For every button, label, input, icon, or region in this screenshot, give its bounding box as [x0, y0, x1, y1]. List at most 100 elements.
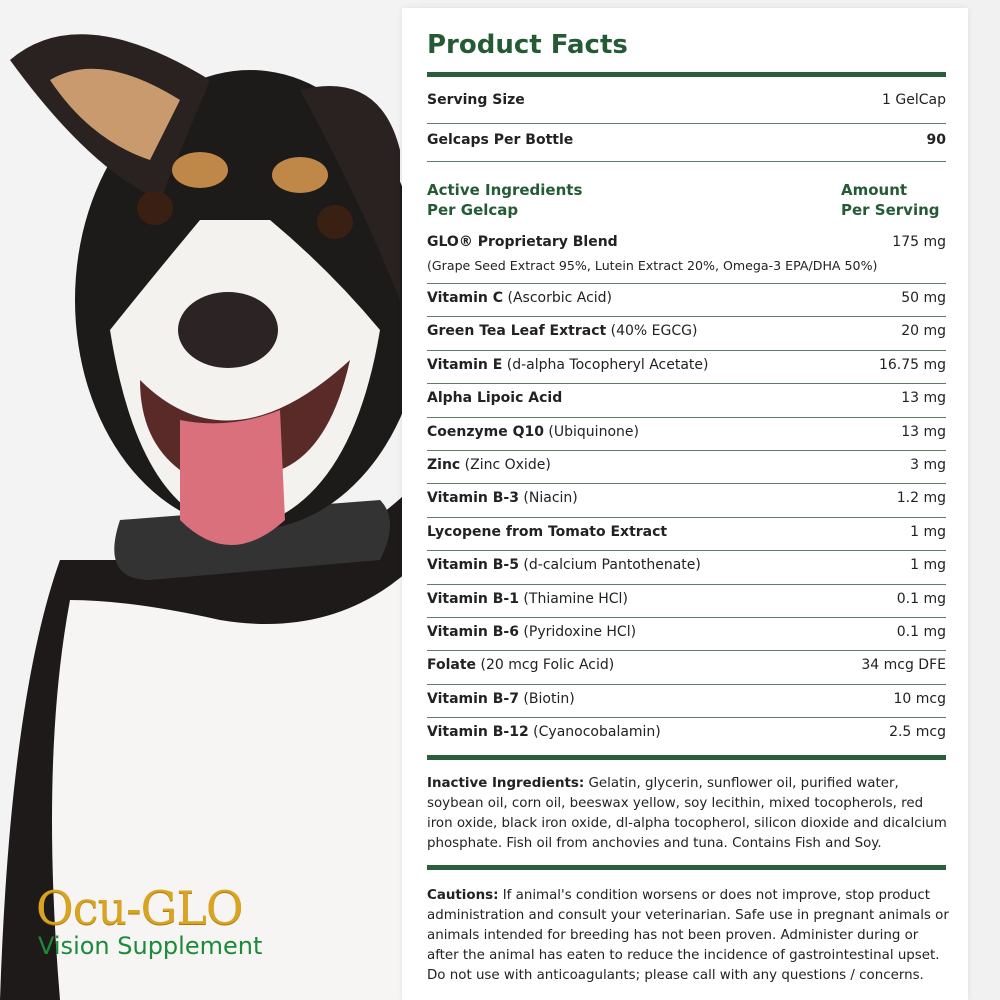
ingredient-amount: 50 mg — [901, 290, 946, 306]
ingredient-detail: (d-calcium Pantothenate) — [518, 557, 701, 574]
ingredient-row: Vitamin B-5 (d-calcium Pantothenate) 1 mg — [427, 557, 946, 573]
ingredient-amount: 175 mg — [892, 234, 946, 250]
divider — [427, 865, 946, 870]
cautions-label: Cautions: — [427, 888, 499, 903]
ingredient-row-blend: GLO® Proprietary Blend 175 mg — [427, 234, 946, 250]
header-text: Amount — [841, 181, 908, 199]
ingredient-label: Vitamin B-6 (Pyridoxine HCl) — [427, 624, 636, 640]
ingredient-name: Green Tea Leaf Extract — [427, 323, 607, 340]
ingredient-name: Vitamin B-7 — [427, 690, 519, 707]
ingredient-row: Folate (20 mcg Folic Acid) 34 mcg DFE — [427, 657, 946, 673]
ingredient-label: Alpha Lipoic Acid — [427, 390, 562, 406]
per-bottle-row: Gelcaps Per Bottle 90 — [427, 132, 946, 148]
ingredient-amount: 13 mg — [901, 423, 946, 440]
ingredient-amount: 0.1 mg — [896, 624, 946, 640]
brand-name: Ocu-GLO — [36, 881, 244, 935]
ingredient-name: Folate — [427, 657, 477, 674]
divider — [427, 483, 946, 485]
ingredient-amount: 10 mcg — [893, 690, 947, 707]
blend-detail-text: (Grape Seed Extract 95%, Lutein Extract … — [427, 258, 878, 273]
inactive-text: Gelatin, glycerin, sunflower oil, purifi… — [427, 776, 947, 851]
brand-tagline: Vision Supplement — [38, 932, 263, 960]
dog-photo — [0, 0, 420, 1000]
ingredient-row: Vitamin B-3 (Niacin) 1.2 mg — [427, 490, 946, 506]
divider — [427, 755, 946, 760]
divider — [427, 283, 946, 284]
ingredient-row: Lycopene from Tomato Extract 1 mg — [427, 524, 946, 540]
ingredient-label: Vitamin B-5 (d-calcium Pantothenate) — [427, 557, 701, 573]
ingredient-row: Vitamin B-6 (Pyridoxine HCl) 0.1 mg — [427, 624, 946, 640]
header-text: Active Ingredients — [427, 181, 583, 199]
ingredient-label: Vitamin B-12 (Cyanocobalamin) — [427, 724, 661, 740]
ingredient-detail: (Cyanocobalamin) — [528, 724, 661, 741]
ingredient-row: Vitamin C (Ascorbic Acid) 50 mg — [427, 290, 946, 306]
ingredient-detail: (Ubiquinone) — [543, 423, 639, 440]
ingredient-detail: (Niacin) — [518, 490, 578, 507]
inactive-ingredients: Inactive Ingredients: Gelatin, glycerin,… — [427, 774, 951, 854]
ingredient-detail: (Zinc Oxide) — [460, 457, 551, 473]
per-bottle-label: Gelcaps Per Bottle — [427, 132, 574, 148]
ingredient-name: Lycopene from Tomato Extract — [427, 523, 668, 540]
ingredient-row: Vitamin B-1 (Thiamine HCl) 0.1 mg — [427, 591, 946, 607]
ingredient-amount: 1.2 mg — [896, 490, 946, 507]
ingredient-label: Vitamin B-3 (Niacin) — [427, 490, 578, 506]
divider — [427, 383, 946, 385]
divider — [427, 161, 946, 162]
ingredient-row: Green Tea Leaf Extract (40% EGCG) 20 mg — [427, 323, 946, 339]
ingredient-amount: 34 mcg DFE — [861, 657, 946, 674]
divider — [427, 72, 946, 77]
serving-size-label: Serving Size — [427, 92, 525, 108]
ingredient-name: Zinc — [427, 457, 461, 473]
ingredient-row: Vitamin B-12 (Cyanocobalamin) 2.5 mcg — [427, 724, 946, 740]
ingredient-detail: (d-alpha Tocopheryl Acetate) — [502, 356, 709, 373]
ingredient-amount: 3 mg — [910, 457, 946, 473]
ingredient-name: Alpha Lipoic Acid — [427, 390, 563, 407]
ingredient-amount: 16.75 mg — [878, 356, 946, 373]
ingredient-name: GLO® Proprietary Blend — [427, 234, 618, 250]
ingredient-name: Vitamin B-12 — [427, 724, 529, 741]
ingredient-detail: (Thiamine HCl) — [518, 590, 628, 607]
ingredient-label: Vitamin B-1 (Thiamine HCl) — [427, 591, 628, 607]
ingredient-label: Coenzyme Q10 (Ubiquinone) — [427, 424, 639, 440]
ingredient-name: Vitamin B-1 — [427, 590, 519, 607]
header-text: Per Serving — [841, 201, 940, 219]
inactive-label: Inactive Ingredients: — [427, 776, 585, 791]
cautions: Cautions: If animal's condition worsens … — [427, 886, 951, 986]
divider — [427, 550, 946, 552]
ingredient-label: Vitamin C (Ascorbic Acid) — [427, 290, 612, 306]
ingredient-row: Vitamin B-7 (Biotin) 10 mcg — [427, 691, 946, 707]
ingredient-row: Alpha Lipoic Acid 13 mg — [427, 390, 946, 406]
ingredient-label: Green Tea Leaf Extract (40% EGCG) — [427, 323, 697, 339]
ingredient-row: Zinc (Zinc Oxide) 3 mg — [427, 457, 946, 473]
ingredient-detail: (Biotin) — [518, 690, 575, 707]
column-header-right: Amount Per Serving — [841, 180, 940, 220]
ingredient-amount: 1 mg — [910, 557, 946, 574]
per-bottle-value: 90 — [926, 132, 946, 148]
divider — [427, 717, 946, 719]
brand-logo: Ocu-GLO Vision Supplement — [36, 884, 262, 960]
divider — [427, 617, 946, 618]
divider — [427, 450, 946, 451]
column-header-left: Active Ingredients Per Gelcap — [427, 180, 582, 220]
ingredient-detail: (20 mcg Folic Acid) — [476, 657, 615, 674]
divider — [427, 683, 946, 685]
divider — [427, 416, 946, 418]
ingredient-amount: 2.5 mcg — [889, 724, 946, 741]
divider — [427, 316, 946, 318]
ingredient-amount: 0.1 mg — [896, 590, 946, 607]
divider — [427, 123, 946, 124]
blend-detail: (Grape Seed Extract 95%, Lutein Extract … — [427, 258, 946, 273]
ingredient-label: Lycopene from Tomato Extract — [427, 524, 667, 540]
ingredient-name: Coenzyme Q10 — [427, 423, 544, 440]
divider — [427, 650, 946, 652]
panel-title: Product Facts — [427, 30, 628, 60]
ingredient-name: Vitamin B-3 — [427, 490, 519, 507]
divider — [427, 583, 946, 585]
ingredient-amount: 13 mg — [901, 390, 946, 407]
ingredient-amount: 1 mg — [910, 523, 946, 540]
ingredient-name: Vitamin B-6 — [427, 624, 519, 640]
ingredient-label: Folate (20 mcg Folic Acid) — [427, 657, 614, 673]
divider — [427, 349, 946, 351]
serving-size-value: 1 GelCap — [882, 92, 946, 108]
product-facts-panel: Product Facts Serving Size 1 GelCap Gelc… — [402, 8, 968, 1000]
